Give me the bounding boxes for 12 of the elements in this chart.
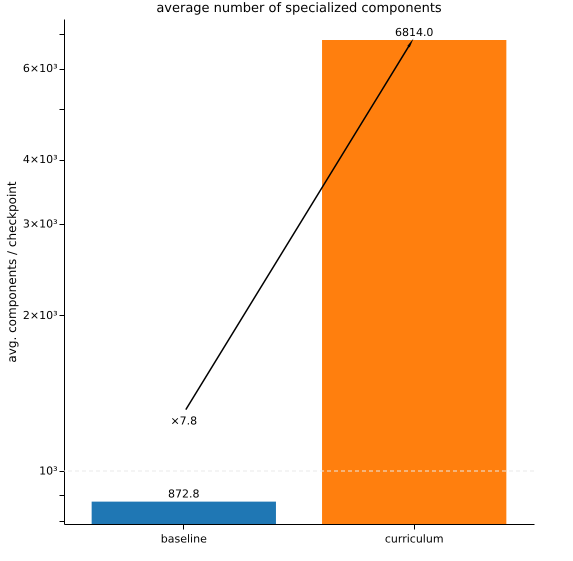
y-axis-title: avg. components / checkpoint — [4, 181, 19, 363]
chart-title: average number of specialized components — [156, 1, 442, 16]
annotation: ×7.8 — [170, 414, 198, 428]
data-label: 872.8 — [168, 488, 200, 501]
x-tick-label: curriculum — [384, 532, 444, 546]
y-tick-label: 3×10³ — [22, 218, 58, 231]
x-tick-label: baseline — [160, 532, 208, 546]
y-tick-label: 10³ — [39, 464, 58, 478]
y-tick-label: 6×10³ — [22, 62, 58, 76]
y-tick-label: 2×10³ — [22, 308, 58, 322]
data-label: 6814.0 — [394, 26, 434, 39]
y-tick-label: 4×10³ — [22, 153, 58, 166]
